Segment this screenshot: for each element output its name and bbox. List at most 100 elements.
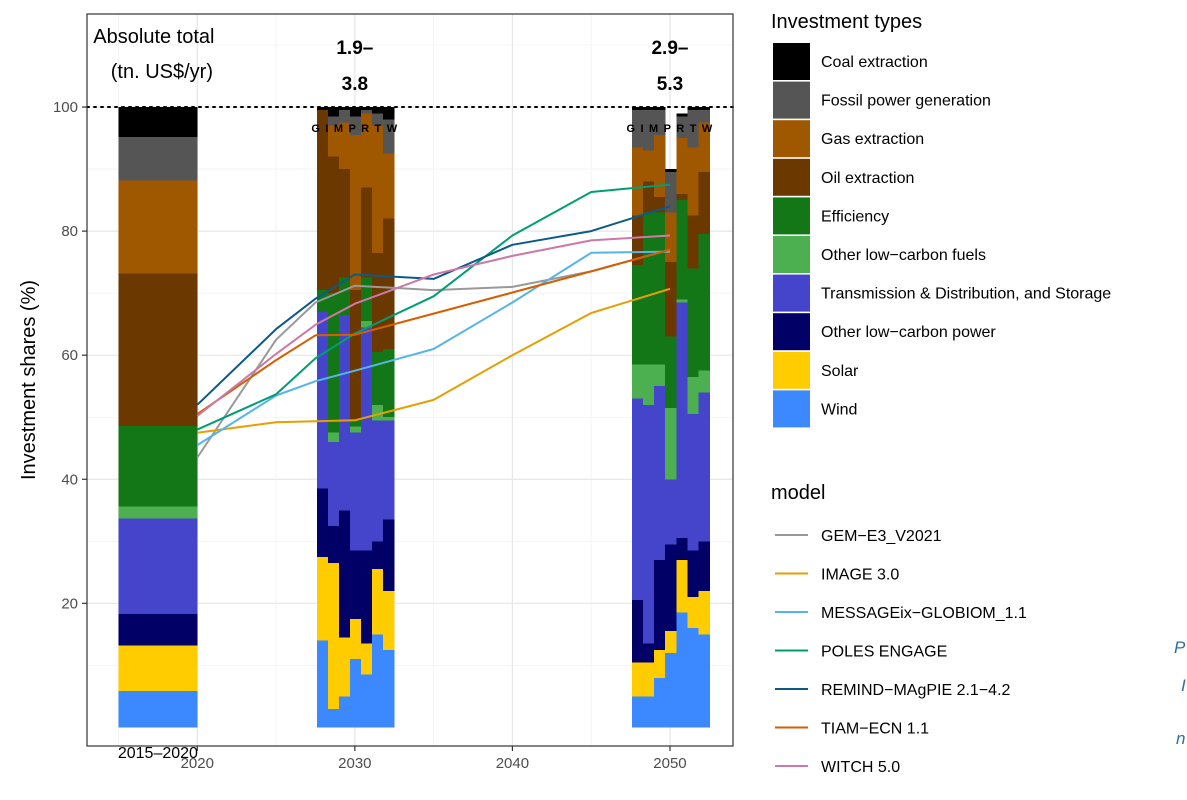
bar-segment-2030-other-low-carbon-power — [344, 510, 351, 638]
bar-segment-2030-efficiency — [328, 293, 334, 433]
total-range-2030-low: 1.9– — [336, 38, 373, 59]
bar-segment-2050-solar — [670, 631, 677, 653]
bar-segment-2030-transmission-distribution-and-storage — [388, 420, 395, 520]
bar-segment-2050-efficiency — [676, 200, 683, 300]
bar-segment-2030-other-low-carbon-power — [361, 550, 368, 644]
bar-segment-2030-fossil-power-generation — [361, 110, 368, 114]
bar-segment-2030-coal-extraction — [339, 107, 346, 111]
bar-segment-2030-oil-extraction — [355, 290, 362, 421]
bar-segment-2050-other-low-carbon-fuels — [681, 299, 688, 303]
bar-segment-base-solar — [118, 645, 198, 691]
y-axis-title: Investment shares (%) — [18, 280, 40, 480]
bar-segment-2050-solar — [692, 597, 699, 629]
bar-segment-2050-other-low-carbon-fuels — [632, 364, 639, 399]
bar-segment-2030-transmission-distribution-and-storage — [383, 420, 390, 520]
bar-segment-2030-efficiency — [333, 293, 340, 433]
bar-segment-2030-other-low-carbon-power — [339, 510, 346, 638]
bar-segment-2050-gas-extraction — [698, 122, 705, 173]
bar-segment-2050-coal-extraction — [676, 113, 683, 117]
bar-segment-2050-gas-extraction — [676, 138, 683, 194]
legend-swatch-other-low-carbon-power — [773, 313, 810, 351]
bar-segment-2050-other-low-carbon-fuels — [665, 407, 672, 480]
legend-swatch-wind — [773, 390, 810, 428]
bar-segment-2050-other-low-carbon-power — [681, 538, 688, 560]
bar-segment-2050-efficiency — [692, 268, 699, 377]
bar-segment-2030-oil-extraction — [350, 290, 357, 421]
bar-segment-2030-transmission-distribution-and-storage — [322, 311, 329, 489]
bar-segment-2050-solar — [637, 662, 644, 697]
legend-label-tiam-ecn-1-1: TIAM−ECN 1.1 — [821, 721, 929, 738]
y-tick-label: 80 — [61, 223, 78, 240]
bar-segment-2030-gas-extraction — [372, 125, 379, 253]
bar-segment-2050-fossil-power-generation — [654, 110, 661, 135]
fill-legend-title: Investment types — [771, 11, 922, 33]
bar-segment-2030-fossil-power-generation — [383, 119, 390, 154]
bar-segment-2030-coal-extraction — [322, 107, 329, 111]
bar-segment-2030-oil-extraction — [372, 252, 379, 353]
bar-segment-2050-wind — [632, 696, 639, 728]
bar-segment-2050-wind — [703, 634, 710, 728]
bar-segment-2030-solar — [317, 556, 323, 641]
bar-segment-2030-other-low-carbon-fuels — [377, 404, 384, 421]
bar-segment-2050-fossil-power-generation — [659, 110, 666, 135]
model-codes-2050: G I M P R T W — [627, 123, 714, 135]
bar-segment-2030-transmission-distribution-and-storage — [328, 442, 334, 526]
bar-segment-2030-other-low-carbon-fuels — [388, 417, 395, 421]
bar-segment-2050-coal-extraction — [670, 169, 677, 173]
bar-segment-2050-transmission-distribution-and-storage — [632, 398, 639, 601]
bar-segment-2050-transmission-distribution-and-storage — [637, 398, 644, 601]
bar-segment-2030-other-low-carbon-power — [333, 525, 340, 563]
bar-segment-2050-transmission-distribution-and-storage — [698, 392, 705, 542]
series-line-messageix-globiom-1-1 — [196, 250, 671, 446]
legend-label-solar: Solar — [821, 363, 859, 380]
legend-swatch-oil-extraction — [773, 158, 810, 196]
bar-segment-2030-fossil-power-generation — [333, 116, 340, 126]
bar-segment-2050-other-low-carbon-fuels — [648, 364, 655, 405]
bar-segment-2050-transmission-distribution-and-storage — [665, 479, 672, 545]
clipped-side-notes: PIn — [1174, 638, 1186, 748]
bar-segment-2030-efficiency — [355, 420, 362, 427]
bar-segment-2030-gas-extraction — [339, 122, 346, 170]
bar-segment-2050-coal-extraction — [698, 107, 705, 111]
bar-segment-base-other-low-carbon-power — [118, 613, 198, 646]
bar-segment-2030-gas-extraction — [355, 134, 362, 291]
bar-segment-base-wind — [118, 690, 198, 728]
bar-segment-2050-other-low-carbon-power — [698, 541, 705, 591]
bar-segment-2050-oil-extraction — [703, 172, 710, 235]
bar-segment-2030-oil-extraction — [388, 218, 395, 349]
bar-segment-2030-other-low-carbon-power — [350, 550, 357, 619]
bar-segment-2050-solar — [654, 649, 661, 678]
bar-segment-2030-other-low-carbon-power — [317, 488, 323, 557]
bar-segment-2050-fossil-power-generation — [681, 116, 688, 139]
bar-segment-base-other-low-carbon-fuels — [118, 506, 198, 519]
series-line-image-3-0 — [197, 287, 671, 434]
bar-segment-2050-fossil-power-generation — [637, 110, 644, 148]
bar-segment-2050-transmission-distribution-and-storage — [670, 479, 677, 545]
bar-segment-2050-other-low-carbon-fuels — [654, 364, 661, 387]
bar-segment-2030-solar — [344, 637, 351, 697]
bar-segment-2050-oil-extraction — [648, 181, 655, 213]
legend-swatch-transmission-distribution-and-storage — [773, 274, 810, 312]
bar-segment-2030-other-low-carbon-power — [372, 541, 379, 570]
bar-segment-2050-wind — [698, 634, 705, 728]
x-tick-label: 2030 — [338, 755, 371, 772]
bar-segment-2050-transmission-distribution-and-storage — [648, 404, 655, 644]
bar-segment-2050-solar — [665, 631, 672, 653]
bar-segment-2030-oil-extraction — [344, 169, 351, 278]
bar-segment-2050-wind — [692, 628, 699, 728]
bar-segment-2030-efficiency — [344, 277, 351, 315]
line-legend-title: model — [771, 482, 825, 504]
bar-segment-2050-solar — [681, 559, 688, 613]
bar-segment-2050-fossil-power-generation — [687, 110, 694, 148]
bar-segment-2050-coal-extraction — [637, 107, 644, 111]
bar-segment-2050-fossil-power-generation — [648, 110, 655, 151]
bar-segment-2030-other-low-carbon-fuels — [372, 404, 379, 421]
bar-segment-2050-other-low-carbon-fuels — [687, 376, 694, 415]
bar-segment-2050-oil-extraction — [687, 215, 694, 269]
bar-segment-2050-solar — [643, 662, 650, 697]
bar-segment-2050-wind — [659, 677, 666, 728]
bar-segment-2030-transmission-distribution-and-storage — [372, 420, 379, 542]
bar-segment-2030-gas-extraction — [377, 125, 384, 253]
bar-segment-2050-wind — [654, 677, 661, 728]
